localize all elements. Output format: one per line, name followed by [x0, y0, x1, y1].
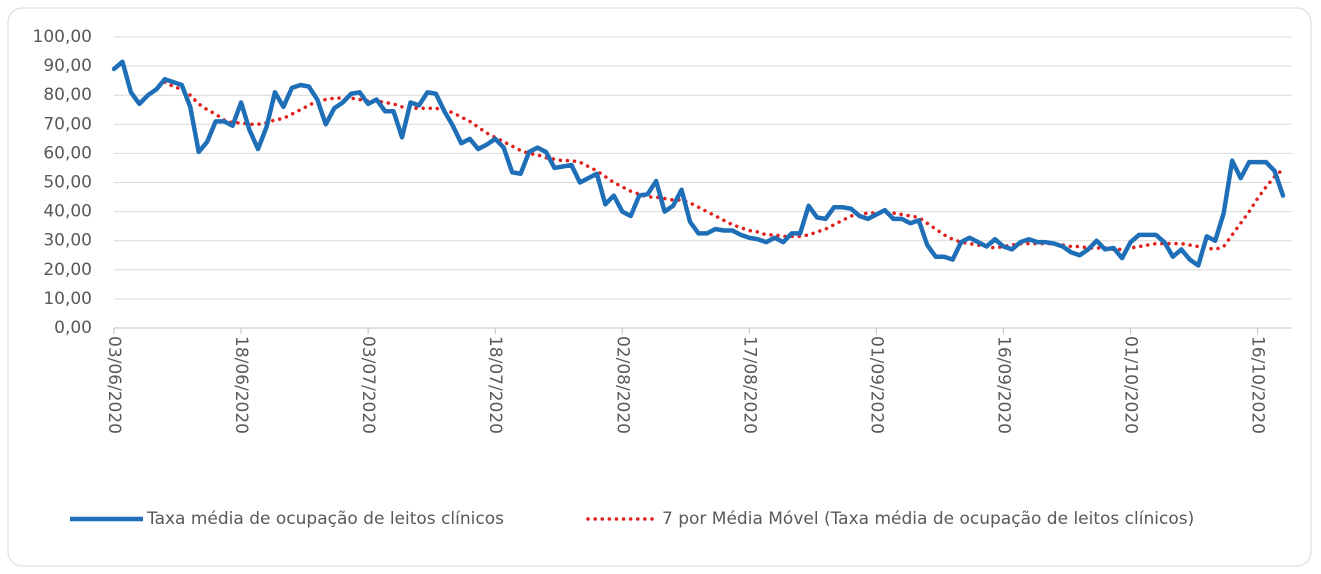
y-tick-label: 50,00 — [43, 173, 92, 193]
x-tick-label: 01/09/2020 — [866, 336, 886, 434]
x-tick-label: 16/09/2020 — [993, 336, 1013, 434]
chart-frame — [7, 7, 1312, 567]
y-tick-label: 90,00 — [43, 56, 92, 76]
x-tick-label: 03/06/2020 — [104, 336, 124, 434]
y-tick-label: 10,00 — [43, 289, 92, 309]
x-tick-label: 03/07/2020 — [358, 336, 378, 434]
x-tick-label: 01/10/2020 — [1121, 336, 1141, 434]
labels: 0,00 10,00 20,00 30,00 40,00 50,00 60,00 70,00 8… — [33, 27, 1268, 529]
legend-label: Taxa média de ocupação de leitos clínico… — [146, 509, 504, 529]
y-tick-label: 40,00 — [43, 202, 92, 222]
legend-label: 7 por Média Móvel (Taxa média de ocupaçã… — [662, 509, 1194, 529]
y-tick-label: 0,00 — [54, 318, 92, 338]
x-tick-label: 18/07/2020 — [485, 336, 505, 434]
y-tick-label: 80,00 — [43, 85, 92, 105]
x-tick-label: 02/08/2020 — [612, 336, 632, 434]
lines — [111, 59, 1286, 268]
grid — [113, 36, 1292, 334]
y-tick-label: 100,00 — [33, 27, 92, 47]
x-tick-label: 17/08/2020 — [739, 336, 759, 434]
x-tick-label: 18/06/2020 — [231, 336, 251, 434]
series-line — [163, 80, 1285, 252]
x-tick-label: 16/10/2020 — [1248, 336, 1268, 434]
y-tick-label: 60,00 — [43, 143, 92, 163]
y-tick-label: 20,00 — [43, 260, 92, 280]
y-tick-label: 70,00 — [43, 114, 92, 134]
y-tick-label: 30,00 — [43, 231, 92, 251]
series-line — [111, 59, 1286, 268]
